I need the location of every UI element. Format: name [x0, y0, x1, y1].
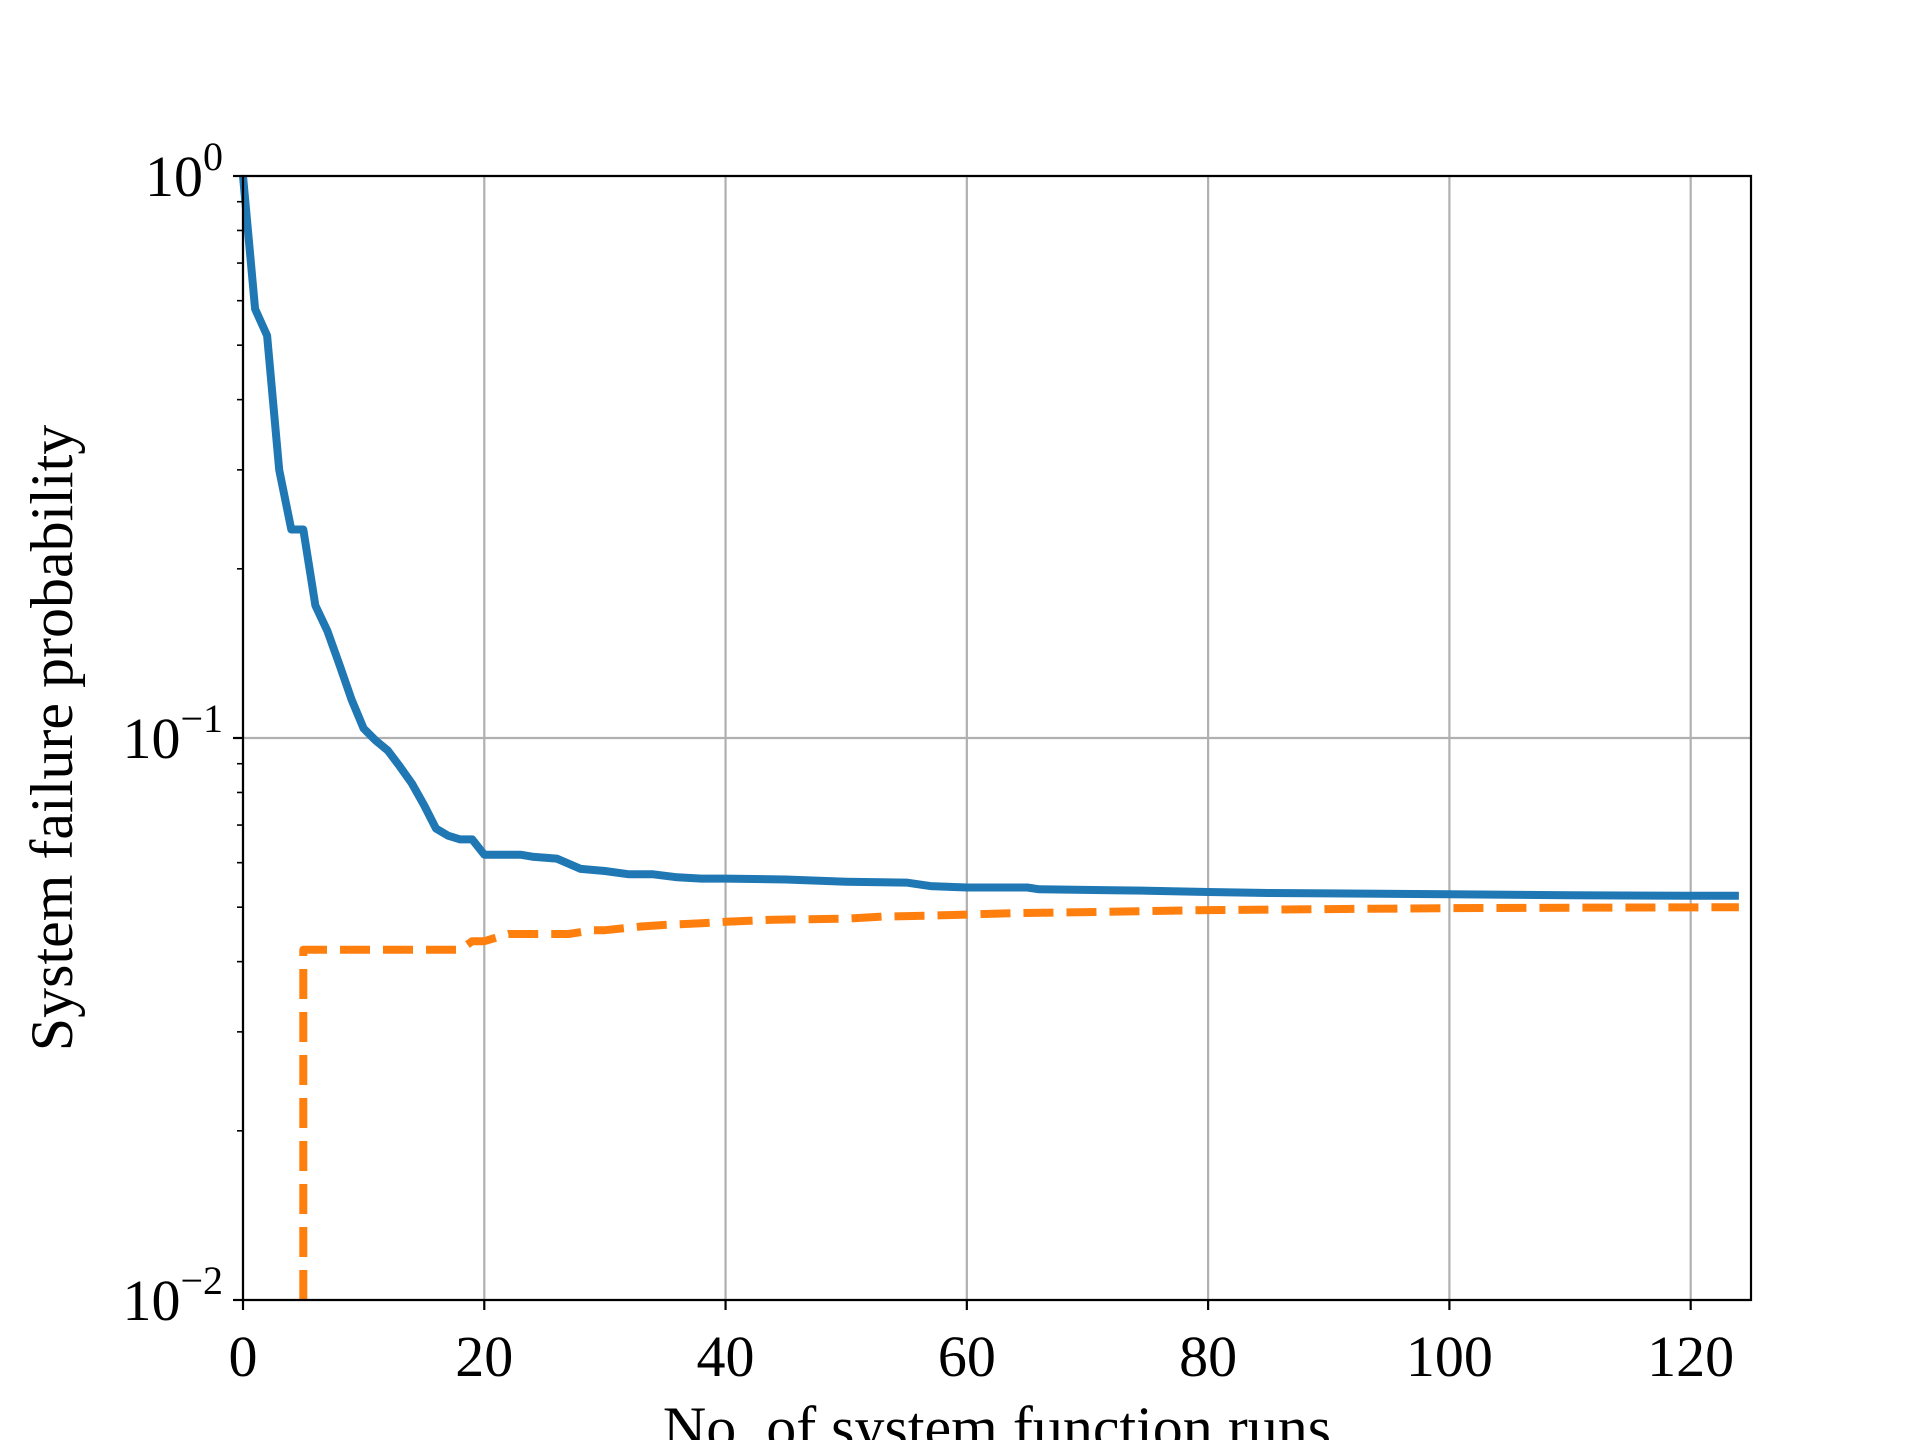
- x-tick-label: 0: [229, 1324, 258, 1389]
- series-line-1: [239, 175, 1739, 900]
- series-line-2: [299, 903, 1739, 1300]
- x-tick-label: 80: [1179, 1324, 1237, 1389]
- x-tick-label: 40: [697, 1324, 755, 1389]
- y-tick-label: 10−1: [122, 696, 223, 771]
- x-tick-label: 120: [1647, 1324, 1734, 1389]
- series-group: [239, 175, 1739, 1300]
- x-tick-label: 60: [938, 1324, 996, 1389]
- y-tick-label: 100: [145, 134, 223, 209]
- y-axis-label: System failure probability: [19, 425, 85, 1052]
- y-tick-label: 10−2: [122, 1258, 223, 1333]
- x-axis-label: No. of system function runs: [663, 1395, 1331, 1440]
- x-tick-label: 20: [455, 1324, 513, 1389]
- x-tick-label: 100: [1406, 1324, 1493, 1389]
- ticks: 0 20 40 60 80 100 120 100 10−1 10−2: [122, 134, 1734, 1389]
